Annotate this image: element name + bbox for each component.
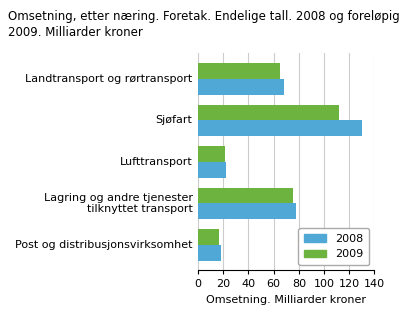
Bar (198, 79, 284, 95)
Bar (198, 229, 220, 245)
Legend: 2008, 2009: 2008, 2009 (298, 228, 369, 265)
Bar (198, 245, 221, 260)
Bar (198, 146, 224, 162)
Bar (198, 105, 339, 120)
Bar (198, 188, 292, 203)
Bar (198, 63, 280, 79)
Text: Omsetning, etter næring. Foretak. Endelige tall. 2008 og foreløpige tal
2009. Mi: Omsetning, etter næring. Foretak. Endeli… (8, 10, 400, 39)
Bar (198, 120, 362, 136)
X-axis label: Omsetning. Milliarder kroner: Omsetning. Milliarder kroner (206, 295, 366, 305)
Bar (198, 162, 226, 178)
Bar (198, 203, 296, 219)
